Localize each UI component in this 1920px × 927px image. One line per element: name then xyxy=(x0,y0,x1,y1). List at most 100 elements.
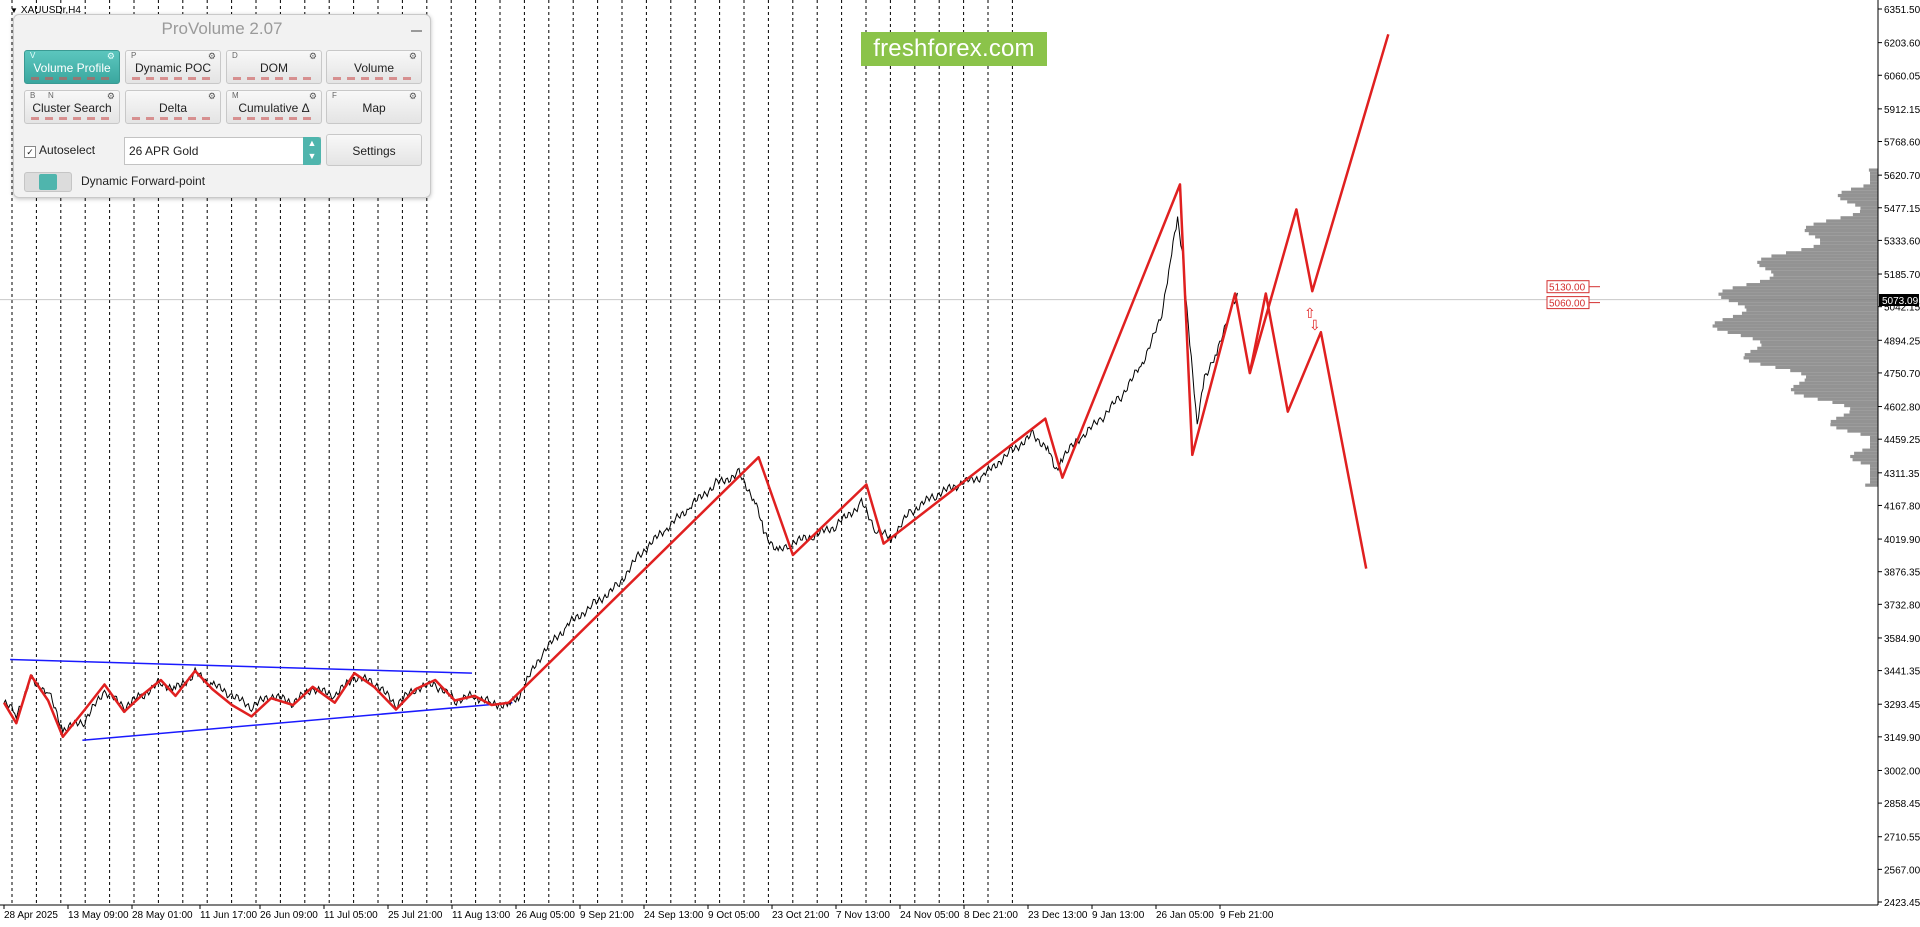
time-tick-label: 11 Aug 13:00 xyxy=(452,910,511,921)
price-tick-label: 5185.70 xyxy=(1884,270,1920,281)
price-tick-label: 4602.80 xyxy=(1884,403,1920,414)
indicator-dots xyxy=(233,117,315,120)
period-separators xyxy=(11,0,1013,905)
volume-bar xyxy=(1841,190,1878,194)
volume-bar xyxy=(1752,337,1878,341)
volume-bar xyxy=(1844,404,1878,408)
time-tick-label: 9 Oct 05:00 xyxy=(708,910,760,921)
volume-bar xyxy=(1854,451,1878,455)
hotkey-label: V xyxy=(30,51,36,60)
volume-button[interactable]: ⚙ Volume xyxy=(326,50,422,84)
volume-bar xyxy=(1849,410,1878,414)
volume-bar xyxy=(1860,432,1878,436)
price-tick-label: 6203.60 xyxy=(1884,39,1920,50)
wave-line xyxy=(507,33,1390,704)
autoselect-checkbox[interactable]: ✓ Autoselect xyxy=(24,143,95,158)
button-label: Cumulative Δ xyxy=(238,101,310,115)
forecast-arrows: ⇧ ⇩ xyxy=(1304,305,1321,333)
down-arrow-icon: ⇩ xyxy=(1309,317,1321,333)
volume-bar xyxy=(1721,295,1878,299)
volume-bar xyxy=(1790,388,1878,392)
check-icon[interactable]: ✓ xyxy=(24,146,36,158)
volume-bar xyxy=(1840,197,1878,201)
indicator-dots xyxy=(31,117,113,120)
gear-icon[interactable]: ⚙ xyxy=(106,91,115,101)
price-tick-label: 3732.80 xyxy=(1884,600,1920,611)
time-tick-label: 26 Aug 05:00 xyxy=(516,910,575,921)
button-label: Delta xyxy=(158,101,187,115)
gear-icon[interactable]: ⚙ xyxy=(207,51,216,61)
volume-bar xyxy=(1760,362,1878,366)
volume-profile-button[interactable]: V ⚙ Volume Profile xyxy=(24,50,120,84)
instrument-value: 26 APR Gold xyxy=(129,144,199,158)
volume-bar xyxy=(1712,324,1878,328)
hotkey-label: D xyxy=(232,51,238,60)
volume-bar xyxy=(1794,391,1878,395)
dynamic-poc-button[interactable]: P ⚙ Dynamic POC xyxy=(125,50,221,84)
provolume-panel[interactable]: ProVolume 2.07 V ⚙ Volume Profile P ⚙ Dy… xyxy=(13,14,431,198)
time-tick-label: 25 Jul 21:00 xyxy=(388,910,443,921)
dom-button[interactable]: D ⚙ DOM xyxy=(226,50,322,84)
volume-bar xyxy=(1843,413,1878,417)
indicator-dots xyxy=(233,77,315,80)
settings-button[interactable]: Settings xyxy=(326,134,422,166)
gear-icon[interactable]: ⚙ xyxy=(408,51,417,61)
volume-bar xyxy=(1803,394,1878,398)
volume-bar xyxy=(1859,209,1878,214)
price-tick-label: 4167.80 xyxy=(1884,501,1920,512)
delta-button[interactable]: ⚙ Delta xyxy=(125,90,221,124)
time-axis[interactable]: 28 Apr 2025 13 May 09:00 28 May 01:00 11 Ju… xyxy=(3,905,1274,921)
button-label: Settings xyxy=(352,144,396,158)
price-tick-label: 3293.45 xyxy=(1884,700,1920,711)
volume-bar xyxy=(1801,248,1878,252)
price-axis[interactable]: 6351.50 6203.60 6060.05 5912.15 5768.60 5620.… xyxy=(1878,5,1920,909)
volume-bar xyxy=(1862,448,1878,452)
volume-bar xyxy=(1826,219,1878,223)
volume-bar xyxy=(1722,318,1878,322)
volume-bar xyxy=(1746,283,1878,287)
gear-icon[interactable]: ⚙ xyxy=(308,91,317,101)
gear-icon[interactable]: ⚙ xyxy=(207,91,216,101)
forward-point-toggle[interactable] xyxy=(24,172,72,192)
indicator-dots xyxy=(333,77,415,80)
spin-arrows-icon[interactable]: ▲ ▼ xyxy=(303,137,321,165)
price-tick-label: 5477.15 xyxy=(1884,204,1920,215)
volume-bar xyxy=(1759,279,1878,284)
volume-bar xyxy=(1727,330,1878,334)
volume-bar xyxy=(1870,445,1878,449)
instrument-select[interactable]: 26 APR Gold ▲ ▼ xyxy=(124,137,321,165)
volume-bar xyxy=(1851,187,1878,191)
gear-icon[interactable]: ⚙ xyxy=(106,51,115,61)
cumulative-delta-button[interactable]: M ⚙ Cumulative Δ xyxy=(226,90,322,124)
volume-bar xyxy=(1817,397,1878,401)
volume-bar xyxy=(1868,168,1878,172)
volume-bar xyxy=(1830,423,1878,427)
price-tick-label: 3584.90 xyxy=(1884,634,1920,645)
forward-point-label: Dynamic Forward-point xyxy=(81,174,206,188)
volume-bar xyxy=(1765,267,1878,271)
volume-bar xyxy=(1806,375,1878,379)
price-tick-label: 5768.60 xyxy=(1884,138,1920,149)
volume-bar xyxy=(1870,464,1878,468)
price-tick-label: 6060.05 xyxy=(1884,71,1920,82)
gear-icon[interactable]: ⚙ xyxy=(308,51,317,61)
volume-bar xyxy=(1761,343,1878,347)
price-tick-label: 3002.00 xyxy=(1884,766,1920,777)
current-price-tag: 5073.09 xyxy=(1879,294,1919,307)
volume-bar xyxy=(1860,206,1878,210)
volume-bar xyxy=(1836,416,1878,420)
panel-title: ProVolume 2.07 xyxy=(161,19,283,38)
time-tick-label: 9 Sep 21:00 xyxy=(580,910,634,921)
cluster-search-button[interactable]: B N ⚙ Cluster Search xyxy=(24,90,120,124)
volume-bar xyxy=(1870,470,1878,475)
price-tick-label: 3149.90 xyxy=(1884,733,1920,744)
map-button[interactable]: F ⚙ Map xyxy=(326,90,422,124)
volume-bar xyxy=(1815,235,1878,239)
gear-icon[interactable]: ⚙ xyxy=(408,91,417,101)
minimize-icon[interactable] xyxy=(411,23,422,34)
volume-bar xyxy=(1728,298,1878,303)
price-tick-label: 5620.70 xyxy=(1884,171,1920,182)
collapse-triangle-icon[interactable]: ▼ xyxy=(10,6,18,15)
volume-bar xyxy=(1732,314,1878,319)
